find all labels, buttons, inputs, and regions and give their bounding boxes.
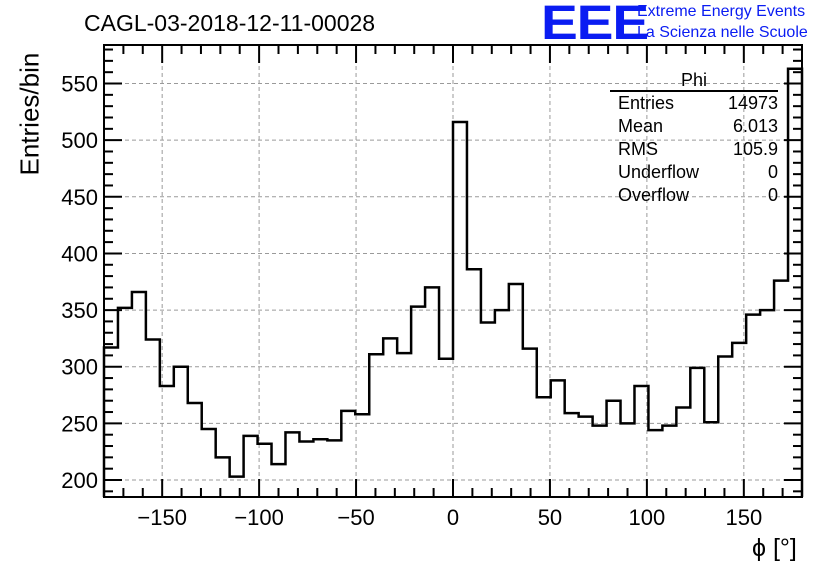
stats-row: Entries 14973 (610, 92, 778, 115)
stats-box: Phi Entries 14973 Mean 6.013 RMS 105.9 Underfl… (610, 70, 778, 207)
x-tick-label: −150 (137, 505, 187, 530)
x-tick-label: −100 (234, 505, 284, 530)
y-tick-label: 550 (61, 72, 98, 97)
histogram-bin (551, 380, 565, 497)
stats-value: 6.013 (732, 116, 778, 136)
histogram-bin (383, 338, 397, 497)
histogram-bin (327, 440, 341, 497)
histogram-bin (132, 292, 146, 497)
stats-label: Entries (618, 93, 675, 113)
y-tick-label: 300 (61, 355, 98, 380)
histogram-bin (453, 122, 467, 497)
histogram-bin (216, 457, 230, 497)
chart-title: CAGL-03-2018-12-11-00028 (84, 10, 376, 36)
y-axis-label: Entries/bin (14, 52, 45, 176)
x-axis-label: ϕ [°] (752, 534, 797, 562)
histogram-bin (467, 269, 481, 497)
histogram-bin (593, 426, 607, 497)
stats-label: RMS (618, 139, 658, 159)
histogram-bin (244, 436, 258, 497)
stats-value: 105.9 (732, 139, 778, 159)
histogram-bin (174, 367, 188, 497)
x-tick-label: 150 (725, 505, 762, 530)
histogram-bin (439, 359, 453, 497)
histogram-bin (565, 413, 579, 497)
histogram-bin (621, 423, 635, 497)
histogram-bin (537, 397, 551, 497)
histogram-bin (481, 323, 495, 497)
brand-line1: Extreme Energy Events (637, 3, 806, 20)
histogram-bin (774, 281, 788, 497)
histogram-bin (746, 315, 760, 497)
y-tick-label: 350 (61, 298, 98, 323)
stats-value: 14973 (727, 93, 778, 113)
histogram-bin (788, 69, 802, 497)
stats-label: Underflow (618, 162, 700, 182)
histogram-bin (690, 368, 704, 497)
brand-line2: La Scienza nelle Scuole (637, 24, 808, 41)
stats-title: Phi (610, 70, 778, 92)
stats-value: 0 (767, 185, 778, 205)
stats-row: Mean 6.013 (610, 115, 778, 138)
histogram-bin (202, 429, 216, 497)
stats-row: Underflow 0 (610, 161, 778, 184)
histogram-bin (118, 308, 132, 497)
histogram-bin (718, 357, 732, 497)
histogram-bin (411, 307, 425, 497)
stats-row: RMS 105.9 (610, 138, 778, 161)
histogram-bin (341, 411, 355, 497)
stats-label: Overflow (618, 185, 690, 205)
histogram-bin (523, 349, 537, 497)
stats-row: Overflow 0 (610, 184, 778, 207)
histogram-bin (397, 353, 411, 497)
eee-logo: EEE (541, 0, 649, 50)
y-tick-label: 400 (61, 241, 98, 266)
x-tick-label: 50 (538, 505, 562, 530)
histogram-bin (732, 343, 746, 497)
histogram-bin (369, 354, 383, 497)
histogram-bin (355, 414, 369, 497)
x-tick-label: 100 (629, 505, 666, 530)
stats-label: Mean (618, 116, 664, 136)
histogram-bin (760, 310, 774, 497)
histogram-bin (104, 347, 118, 497)
histogram-bin (285, 432, 299, 497)
histogram-bin (662, 426, 676, 497)
histogram-bin (676, 408, 690, 497)
y-tick-label: 250 (61, 411, 98, 436)
y-tick-label: 200 (61, 468, 98, 493)
histogram-bin (607, 401, 621, 497)
stats-value: 0 (767, 162, 778, 182)
histogram-bin (230, 477, 244, 497)
histogram-bin (648, 430, 662, 497)
histogram-line (102, 67, 804, 497)
histogram-bin (704, 422, 718, 497)
histogram-bin (509, 284, 523, 497)
histogram-bin (146, 340, 160, 497)
histogram-bin (188, 403, 202, 497)
histogram-bin (495, 310, 509, 497)
histogram-bin (299, 441, 313, 497)
histogram-bin (579, 417, 593, 497)
histogram-bin (425, 287, 439, 497)
y-tick-label: 450 (61, 185, 98, 210)
x-tick-label: 0 (447, 505, 459, 530)
y-tick-label: 500 (61, 128, 98, 153)
histogram-bin (313, 439, 327, 497)
x-tick-label: −50 (337, 505, 374, 530)
